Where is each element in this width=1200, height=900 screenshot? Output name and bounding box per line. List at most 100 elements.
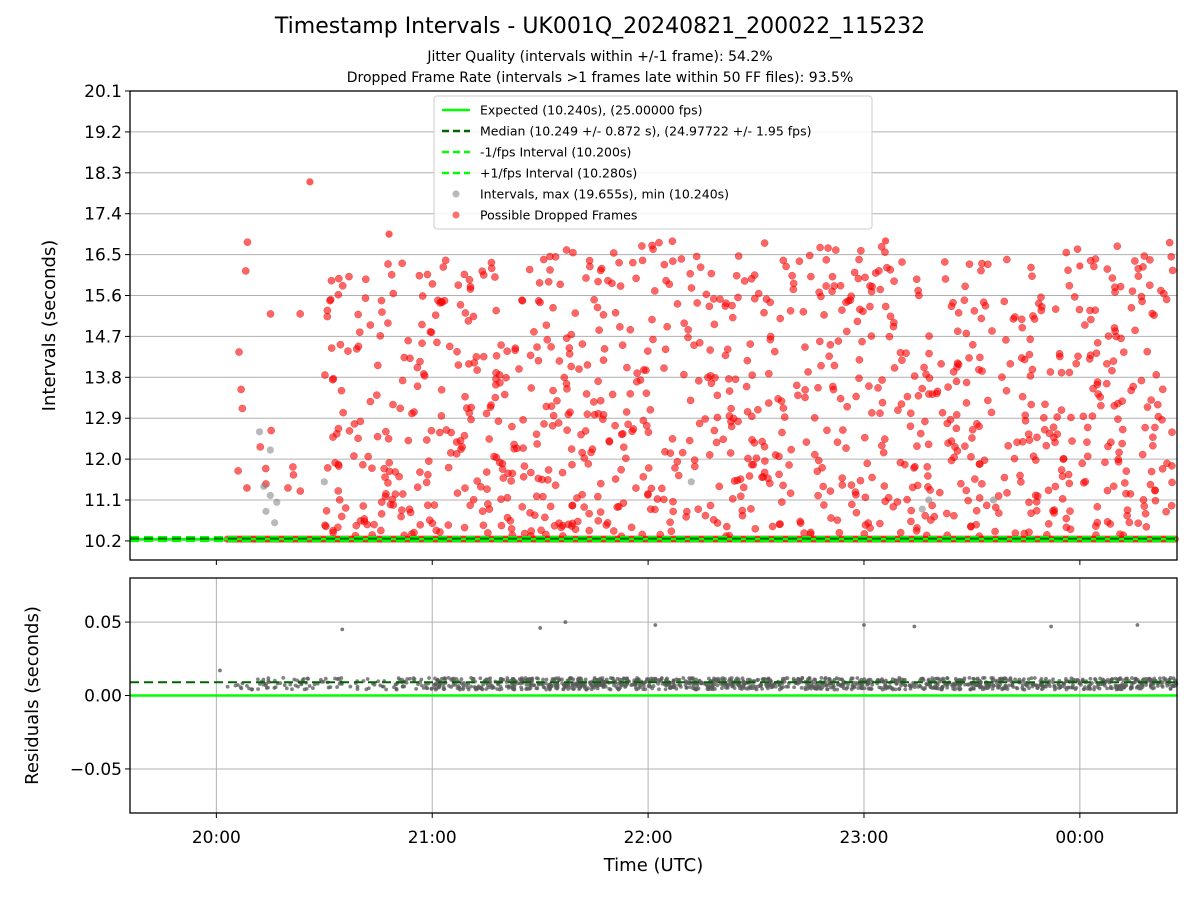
residual-point — [1013, 677, 1018, 682]
residual-point — [777, 687, 782, 692]
dropped-frame-point — [742, 382, 751, 391]
dropped-frame-point — [354, 342, 363, 351]
residual-point — [555, 682, 560, 687]
residual-point — [461, 687, 465, 692]
dropped-frame-point — [1018, 437, 1027, 446]
dropped-frame-point — [1116, 530, 1124, 539]
residual-point — [290, 687, 294, 692]
dropped-frame-point — [734, 293, 742, 302]
dropped-frame-point — [583, 361, 592, 369]
dropped-frame-point — [1073, 245, 1082, 254]
dropped-frame-point — [816, 243, 824, 252]
dropped-frame-point — [738, 511, 747, 520]
residual-point — [572, 687, 576, 691]
dropped-frame-point — [713, 413, 722, 422]
dropped-frame-point — [1064, 470, 1073, 479]
residual-point — [376, 679, 381, 684]
residual-point — [1125, 676, 1129, 681]
dropped-frame-point — [589, 398, 598, 406]
dropped-frame-point — [337, 386, 346, 395]
dropped-frame-point — [1126, 490, 1135, 498]
residual-point — [975, 676, 980, 681]
top-ytick-label: 16.5 — [84, 246, 122, 266]
interval-point — [320, 478, 328, 486]
dropped-frame-point — [912, 527, 921, 535]
dropped-frame-point — [398, 376, 407, 385]
dropped-frame-point — [499, 474, 508, 482]
dropped-frame-point — [335, 496, 344, 504]
dropped-frame-point — [503, 493, 512, 502]
dropped-frame-point — [1078, 459, 1087, 468]
dropped-frame-point — [687, 284, 696, 292]
dropped-frame-point — [237, 385, 245, 394]
dropped-frame-point — [815, 288, 824, 297]
dropped-frame-point — [256, 443, 265, 451]
residual-point — [973, 682, 977, 687]
residual-point — [394, 687, 399, 692]
dropped-frame-point — [764, 474, 772, 483]
dropped-frame-point — [1083, 423, 1092, 432]
dropped-frame-point — [1002, 336, 1010, 344]
dropped-frame-point — [323, 463, 332, 472]
residual-point — [989, 676, 994, 680]
residual-point — [282, 683, 287, 688]
dropped-frame-point — [398, 490, 407, 498]
dropped-frame-point — [693, 299, 702, 307]
dropped-frame-point — [666, 518, 675, 527]
dropped-frame-point — [467, 403, 476, 412]
dropped-frame-point — [1020, 529, 1029, 538]
dropped-frame-point — [911, 462, 919, 471]
dropped-frame-point — [685, 436, 694, 445]
dropped-frame-point — [820, 311, 828, 319]
dropped-frame-point — [1011, 529, 1020, 538]
dropped-frame-point — [1066, 525, 1075, 534]
residual-point — [504, 680, 509, 684]
residual-point — [1108, 686, 1113, 691]
dropped-frame-point — [418, 339, 426, 348]
residual-point — [1161, 676, 1166, 680]
dropped-frame-point — [1168, 462, 1176, 470]
dropped-frame-point — [1087, 315, 1095, 324]
dropped-frame-point — [611, 475, 620, 483]
dropped-frame-point — [543, 476, 552, 484]
dropped-frame-point — [644, 428, 653, 437]
dropped-frame-point — [563, 384, 571, 393]
residual-point — [930, 676, 935, 681]
dropped-frame-point — [967, 452, 975, 461]
residual-point — [805, 686, 810, 691]
dropped-frame-point — [1129, 382, 1138, 391]
dropped-frame-point — [907, 506, 916, 515]
dropped-frame-point — [609, 527, 618, 535]
residual-outlier-point — [1135, 623, 1140, 627]
residual-point — [336, 676, 341, 681]
dropped-frame-point — [674, 471, 683, 480]
dropped-frame-point — [515, 365, 523, 373]
dropped-frame-point — [547, 402, 556, 411]
dropped-frame-point — [903, 495, 911, 504]
top-ytick-label: 15.6 — [84, 287, 122, 307]
dropped-frame-point — [660, 364, 668, 372]
bottom-xtick-label: 00:00 — [1055, 828, 1104, 848]
residual-point — [1121, 678, 1125, 683]
dropped-frame-point — [1091, 522, 1100, 531]
residual-point — [886, 685, 891, 689]
dropped-frame-point — [546, 502, 555, 511]
residual-point — [646, 684, 651, 688]
dropped-frame-point — [673, 457, 682, 466]
top-ytick-label: 11.1 — [84, 491, 122, 511]
dropped-frame-point — [547, 343, 555, 351]
residual-point — [982, 686, 987, 691]
residual-point — [288, 682, 293, 687]
dropped-frame-point — [684, 333, 692, 342]
dropped-frame-point — [506, 517, 515, 525]
dropped-frame-point — [1167, 501, 1176, 510]
residual-point — [488, 676, 493, 681]
dropped-frame-point — [994, 492, 1003, 500]
dropped-frame-point — [658, 484, 666, 493]
dropped-frame-point — [944, 383, 952, 391]
dropped-frame-point — [686, 269, 695, 278]
residual-point — [441, 687, 446, 691]
dropped-frame-point — [707, 269, 716, 278]
dropped-frame-point — [692, 252, 701, 261]
dropped-frame-point — [1053, 430, 1062, 438]
